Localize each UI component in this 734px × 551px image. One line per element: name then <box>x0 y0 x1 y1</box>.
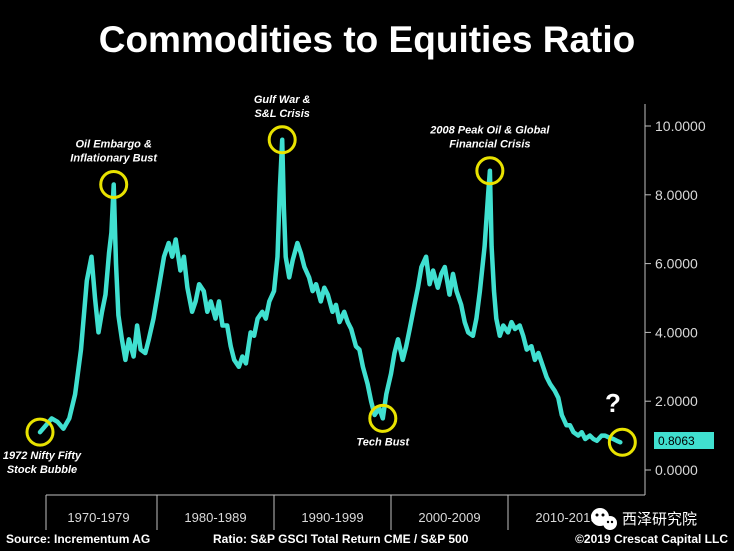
highlight-circle <box>267 125 297 155</box>
annotation-label: Gulf War & <box>254 94 311 106</box>
wechat-icon <box>591 508 617 530</box>
x-tick-label: 2000-2009 <box>418 510 480 525</box>
annotation-label: Stock Bubble <box>7 464 77 476</box>
x-axis: 1970-1979 1980-1989 1990-1999 2000-2009 2010… <box>45 494 645 530</box>
footer-source: Source: Incrementum AG <box>6 532 150 546</box>
annotation-label: Financial Crisis <box>449 139 530 151</box>
last-value-badge: 0.8063 <box>654 432 714 449</box>
y-tick-label: 6.0000 <box>655 256 698 272</box>
annotation-label: Inflationary Bust <box>70 152 158 164</box>
annotation-label: S&L Crisis <box>254 108 309 120</box>
last-value-label: 0.8063 <box>658 434 695 448</box>
annotation-label: 1972 Nifty Fifty <box>3 450 82 462</box>
highlight-circle <box>99 169 129 199</box>
highlight-circle <box>475 156 505 186</box>
series-line <box>37 137 623 445</box>
y-tick-label: 4.0000 <box>655 324 698 340</box>
x-tick-label: 1970-1979 <box>67 510 129 525</box>
y-tick-label: 10.0000 <box>655 118 706 134</box>
annotations: 1972 Nifty Fifty Stock Bubble Oil Embargo … <box>3 94 637 476</box>
annotation-label: Oil Embargo & <box>76 138 152 150</box>
footer-copyright: ©2019 Crescat Capital LLC <box>575 532 728 546</box>
last-point-circle <box>607 427 637 457</box>
watermark: 西泽研究院 <box>591 508 697 530</box>
annotation-label: 2008 Peak Oil & Global <box>429 125 550 137</box>
highlight-circle <box>25 417 55 447</box>
y-tick-label: 2.0000 <box>655 393 698 409</box>
y-tick-label: 8.0000 <box>655 187 698 203</box>
x-tick-label: 1980-1989 <box>184 510 246 525</box>
y-axis: 0.0000 2.0000 4.0000 6.0000 8.0000 10.0000 <box>644 104 706 495</box>
footer-ratio-note: Ratio: S&P GSCI Total Return CME / S&P 5… <box>213 532 469 546</box>
y-tick-label: 0.0000 <box>655 462 698 478</box>
plot-area <box>37 137 623 445</box>
chart-title: Commodities to Equities Ratio <box>99 19 636 60</box>
x-tick-label: 2010-2019 <box>535 510 597 525</box>
highlight-circle <box>368 403 398 433</box>
x-tick-label: 1990-1999 <box>301 510 363 525</box>
annotation-label: Tech Bust <box>356 436 410 448</box>
question-mark: ? <box>605 388 621 418</box>
watermark-text: 西泽研究院 <box>622 510 697 528</box>
